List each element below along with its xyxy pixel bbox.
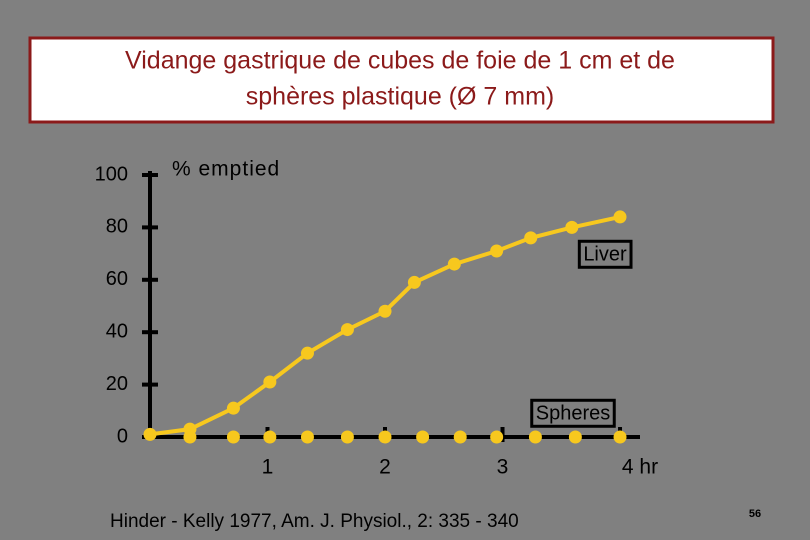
data-point [300, 430, 314, 444]
title-box [28, 36, 775, 124]
data-point [453, 430, 467, 444]
y-tick-label: 60 [106, 268, 128, 290]
series-label-box [577, 239, 633, 269]
series-label: Liver [583, 243, 627, 265]
data-point [263, 375, 277, 389]
x-tick-label: 3 [497, 456, 509, 479]
chart-title: sphères plastique (Ø 7 mm) [246, 83, 554, 111]
y-tick-label: 100 [95, 163, 128, 185]
data-point [447, 257, 461, 271]
data-point [263, 430, 277, 444]
data-point [378, 430, 392, 444]
data-point [340, 430, 354, 444]
data-point [490, 244, 504, 258]
footnote: Hinder - Kelly 1977, Am. J. Physiol., 2:… [110, 511, 519, 532]
data-point [416, 430, 430, 444]
page-number: 56 [749, 508, 761, 520]
data-point [568, 430, 582, 444]
data-point [407, 275, 421, 289]
y-tick-label: 40 [106, 320, 128, 342]
data-point [565, 220, 579, 234]
data-point [226, 430, 240, 444]
x-tick-label: 2 [379, 456, 391, 479]
x-tick-label: 4 hr [622, 456, 658, 479]
y-tick-label: 20 [106, 373, 128, 395]
data-point [300, 346, 314, 360]
data-point [613, 430, 627, 444]
data-point [613, 210, 627, 224]
data-point [490, 430, 504, 444]
series-label-box [530, 398, 616, 428]
y-tick-label: 0 [117, 425, 128, 447]
data-point [524, 231, 538, 245]
series-label: Spheres [536, 402, 611, 424]
data-point [528, 430, 542, 444]
data-point [226, 401, 240, 415]
x-tick-label: 1 [262, 456, 274, 479]
data-point [378, 304, 392, 318]
data-point [340, 323, 354, 337]
y-axis-label: % emptied [172, 158, 280, 181]
data-point [143, 427, 157, 441]
chart-title: Vidange gastrique de cubes de foie de 1 … [125, 47, 675, 75]
y-tick-label: 80 [106, 216, 128, 238]
data-point [183, 430, 197, 444]
